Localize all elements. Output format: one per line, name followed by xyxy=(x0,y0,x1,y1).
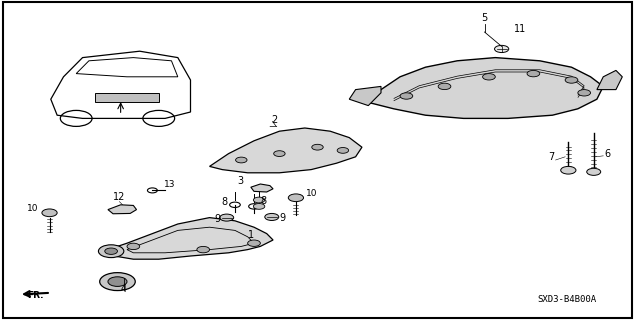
Circle shape xyxy=(438,83,451,90)
Circle shape xyxy=(98,245,124,258)
Circle shape xyxy=(400,93,413,99)
Circle shape xyxy=(265,213,279,220)
Text: 8: 8 xyxy=(222,197,228,207)
Text: 2: 2 xyxy=(271,115,277,125)
Circle shape xyxy=(565,77,578,83)
Text: 10: 10 xyxy=(27,204,38,213)
Circle shape xyxy=(127,243,140,250)
Circle shape xyxy=(483,74,495,80)
Text: 6: 6 xyxy=(605,149,611,159)
Circle shape xyxy=(578,90,591,96)
Circle shape xyxy=(312,144,323,150)
Circle shape xyxy=(253,197,265,203)
Circle shape xyxy=(197,246,210,253)
Polygon shape xyxy=(597,70,622,90)
Text: FR.: FR. xyxy=(27,291,43,300)
Polygon shape xyxy=(95,93,159,102)
Circle shape xyxy=(236,157,247,163)
Circle shape xyxy=(42,209,57,217)
Circle shape xyxy=(253,204,265,209)
Polygon shape xyxy=(210,128,362,173)
Text: 11: 11 xyxy=(514,24,526,34)
Text: SXD3-B4B00A: SXD3-B4B00A xyxy=(538,295,597,304)
Circle shape xyxy=(561,166,576,174)
Circle shape xyxy=(100,273,135,291)
Text: 12: 12 xyxy=(113,192,126,202)
Text: 8: 8 xyxy=(260,196,267,206)
Circle shape xyxy=(105,248,117,254)
Polygon shape xyxy=(349,86,381,106)
Circle shape xyxy=(108,277,127,286)
Text: 13: 13 xyxy=(164,180,175,189)
Text: 10: 10 xyxy=(306,189,318,198)
Text: 7: 7 xyxy=(548,152,554,162)
Circle shape xyxy=(337,148,349,153)
Circle shape xyxy=(288,194,304,202)
Circle shape xyxy=(220,214,234,221)
Circle shape xyxy=(274,151,285,156)
Circle shape xyxy=(527,70,540,77)
Text: 4: 4 xyxy=(121,284,127,294)
Polygon shape xyxy=(251,184,273,192)
Text: 1: 1 xyxy=(248,230,254,240)
Text: 9: 9 xyxy=(279,213,286,223)
Circle shape xyxy=(587,168,601,175)
Polygon shape xyxy=(368,58,603,118)
Polygon shape xyxy=(108,218,273,259)
Circle shape xyxy=(248,240,260,246)
Circle shape xyxy=(495,45,509,52)
Text: 5: 5 xyxy=(481,13,488,23)
Text: 3: 3 xyxy=(237,176,243,186)
Text: 9: 9 xyxy=(214,214,220,224)
Polygon shape xyxy=(108,205,137,214)
